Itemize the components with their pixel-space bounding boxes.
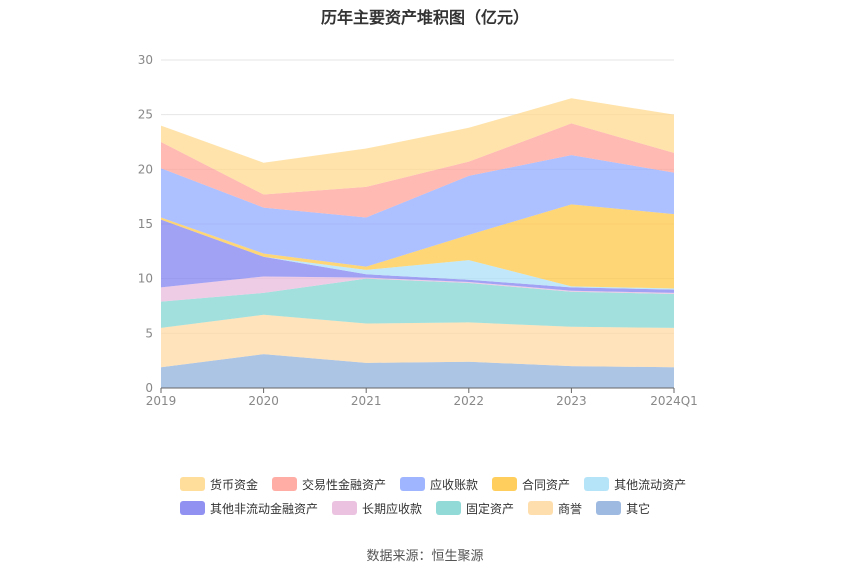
legend: 货币资金 交易性金融资产 应收账款 合同资产 其他流动资产其他非流动金融资产 长期应收款 固… [180,472,740,520]
chart-title: 历年主要资产堆积图（亿元） [320,8,529,27]
legend-label: 合同资产 [522,477,571,492]
y-tick-label: 5 [145,326,153,340]
legend-swatch [436,501,462,515]
legend-label: 商誉 [558,501,583,516]
legend-item[interactable]: 合同资产 [492,476,570,493]
legend-row: 货币资金 交易性金融资产 应收账款 合同资产 其他流动资产 [180,472,740,496]
legend-row: 其他非流动金融资产 长期应收款 固定资产 商誉 其它 [180,496,740,520]
area-series-4 [161,219,674,293]
y-tick-label: 10 [138,272,153,286]
legend-swatch [400,477,426,491]
area-series-8 [161,123,674,218]
legend-label: 应收账款 [430,477,479,492]
legend-swatch [596,501,622,515]
x-tick-label: 2022 [454,394,485,408]
legend-label: 其它 [626,501,651,516]
legend-item[interactable]: 应收账款 [400,476,478,493]
area-series-0 [161,354,674,388]
legend-item[interactable]: 其它 [596,500,650,517]
x-tick-label: 2021 [351,394,382,408]
legend-item[interactable]: 货币资金 [180,476,258,493]
y-tick-label: 15 [138,217,153,231]
legend-label: 货币资金 [210,477,259,492]
y-tick-label: 25 [138,108,153,122]
source-note: 数据来源：恒生聚源 [366,549,484,564]
x-tick-label: 2020 [248,394,279,408]
area-series-3 [161,276,674,302]
area-series [161,98,674,388]
legend-label: 其他流动资产 [614,477,687,492]
legend-item[interactable]: 其他非流动金融资产 [180,500,318,517]
area-series-9 [161,98,674,195]
legend-swatch [584,477,610,491]
y-tick-label: 20 [138,162,153,176]
legend-swatch [528,501,554,515]
area-series-6 [161,204,674,289]
area-series-5 [161,219,674,290]
legend-label: 固定资产 [466,501,515,516]
x-tick-label: 2024Q1 [650,394,698,408]
legend-label: 长期应收款 [362,501,423,516]
legend-label: 其他非流动金融资产 [210,501,319,516]
legend-swatch [180,501,205,515]
legend-swatch [492,477,518,491]
legend-swatch [272,477,298,491]
area-series-7 [161,155,674,267]
legend-item[interactable]: 长期应收款 [332,500,422,517]
y-tick-label: 30 [138,53,153,67]
legend-item[interactable]: 其他流动资产 [584,476,686,493]
area-series-2 [161,278,674,328]
legend-swatch [332,501,358,515]
x-tick-label: 2019 [146,394,177,408]
legend-swatch [180,477,205,491]
legend-item[interactable]: 交易性金融资产 [272,476,386,493]
axes: 0 5 10 15 20 25 30 2019 2020 2021 2022 2023 2024Q1 [138,53,698,408]
legend-item[interactable]: 商誉 [528,500,582,517]
area-series-1 [161,314,674,368]
y-tick-label: 0 [145,381,153,395]
legend-item[interactable]: 固定资产 [436,500,514,517]
x-tick-label: 2023 [556,394,587,408]
legend-label: 交易性金融资产 [302,477,387,492]
